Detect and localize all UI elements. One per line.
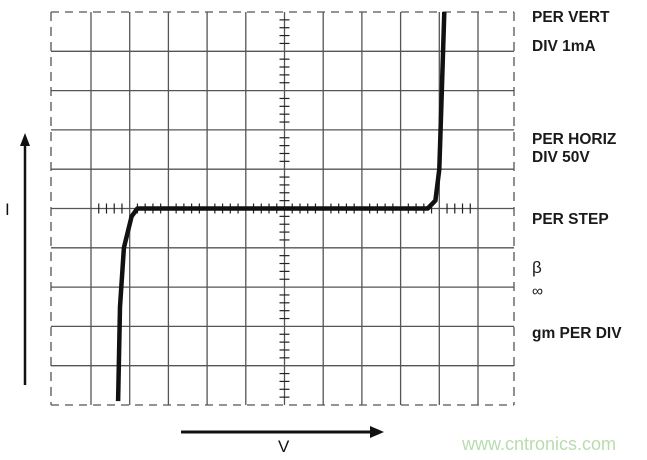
current-axis-label: I (5, 200, 10, 219)
beta-symbol: β (532, 258, 542, 277)
gm-per-div-label: gm PER DIV (532, 325, 622, 342)
voltage-axis-arrow (181, 426, 384, 438)
per-step-label: PER STEP (532, 211, 609, 228)
graticule (50, 11, 515, 406)
vert-div-value: DIV 1mA (532, 38, 596, 55)
current-axis-arrow (20, 133, 30, 385)
per-vert-label: PER VERT (532, 9, 610, 26)
watermark: www.cntronics.com (462, 434, 617, 454)
voltage-axis-label: V (278, 437, 290, 456)
characteristic-curve (115, 11, 447, 402)
beta-value: ∞ (532, 283, 544, 300)
per-horiz-label: PER HORIZ (532, 131, 617, 148)
horiz-div-value: DIV 50V (532, 149, 590, 166)
